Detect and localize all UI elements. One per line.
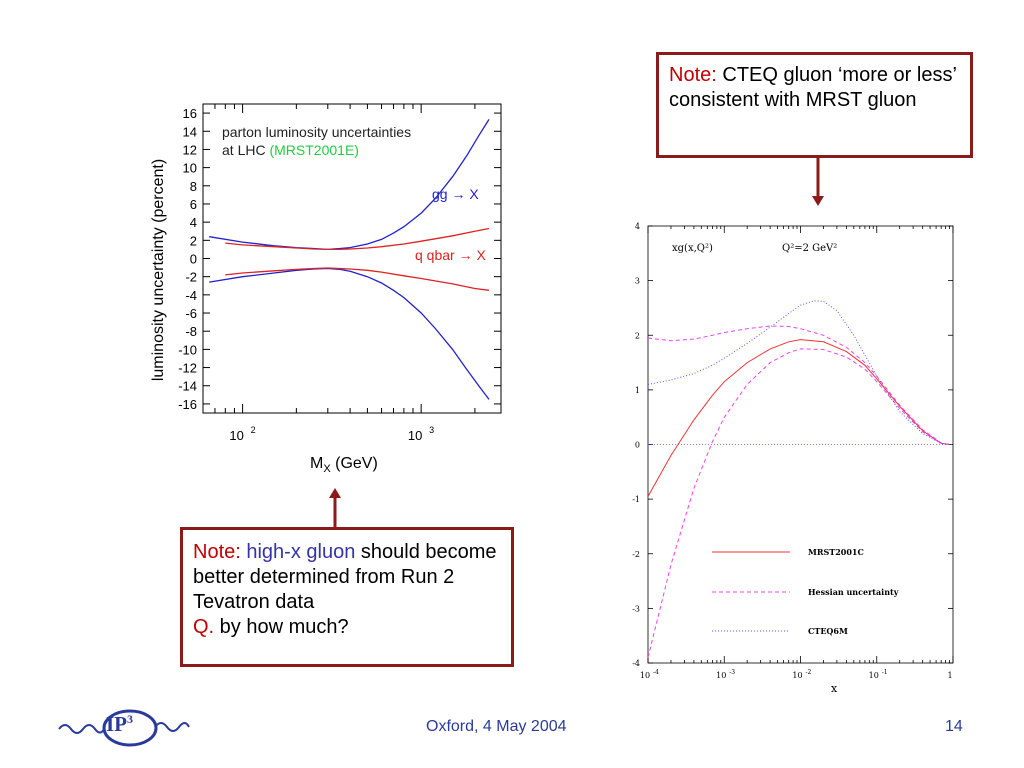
chart1-xlabel: MX (GeV) xyxy=(310,455,378,475)
chart2-ytick-label: -4 xyxy=(632,659,640,668)
footer-center-text: Oxford, 4 May 2004 xyxy=(426,718,567,735)
chart2-series-1 xyxy=(647,325,950,445)
logo-wave-left xyxy=(58,724,106,734)
chart1-ytick-label: -2 xyxy=(185,270,197,285)
chart1-ytick-label: 8 xyxy=(190,179,197,194)
note-top-text: CTEQ gluon ‘more or less’ consistent wit… xyxy=(669,64,957,111)
chart2-xtick-label: 10 xyxy=(640,671,650,680)
note-bottom-prefix: Note: xyxy=(193,541,241,563)
chart2-xtick-label: 10 xyxy=(716,671,726,680)
page-number: 14 xyxy=(945,718,963,735)
chart2-legend-label: MRST2001C xyxy=(808,547,864,557)
chart1-ytick-label: 0 xyxy=(190,252,197,267)
chart2-ytick-label: 3 xyxy=(635,277,640,286)
chart2-series-2 xyxy=(647,348,950,658)
chart1-ytick-label: -10 xyxy=(178,342,197,357)
note-top-prefix: Note: xyxy=(669,64,717,86)
chart1-ytick-label: -4 xyxy=(185,288,197,303)
chart2-xtick-exp: -3 xyxy=(729,669,735,676)
note-bottom-q-prefix: Q. xyxy=(193,616,215,638)
chart2-legend-label: Hessian uncertainty xyxy=(808,587,899,597)
qqbar-series-label: q qbar → X xyxy=(415,247,486,263)
chart2-series-0 xyxy=(647,339,950,497)
chart2-series-3 xyxy=(647,300,950,445)
chart1-xtick-exp: 2 xyxy=(251,425,256,435)
chart1-series-0-lower xyxy=(209,267,490,400)
logo-oval xyxy=(102,709,158,747)
chart1-ytick-label: 14 xyxy=(183,124,197,139)
chart1-xtick-exp: 3 xyxy=(429,425,434,435)
chart1-ytick-label: 2 xyxy=(190,233,197,248)
logo-wave-right xyxy=(154,722,190,732)
chart2-xtick-label: 10 xyxy=(792,671,802,680)
ip3-logo-text: IP3 xyxy=(106,712,133,737)
chart2-xtick-label: 1 xyxy=(947,671,952,680)
chart1-xlabel-main: M xyxy=(310,455,324,472)
chart2-ytick-label: 4 xyxy=(635,222,640,231)
ip3-logo xyxy=(58,709,190,747)
chart1-title-highlight: (MRST2001E) xyxy=(269,142,359,158)
chart2-xtick-exp: -1 xyxy=(882,669,888,676)
chart1-xlabel-unit: (GeV) xyxy=(330,455,378,472)
logo-letters: IP xyxy=(106,712,127,736)
chart2-ytick-label: 2 xyxy=(635,331,640,340)
chart2-xlabel: x xyxy=(831,682,838,695)
note-bottom-highlight: high-x gluon xyxy=(240,541,356,563)
chart2-ytick-label: -2 xyxy=(632,550,640,559)
chart1-xtick-label: 10 xyxy=(229,428,243,443)
gg-series-label: gg → X xyxy=(432,186,479,202)
chart1-title-line1: parton luminosity uncertainties xyxy=(222,124,412,140)
chart1-ytick-label: -8 xyxy=(185,324,197,339)
chart1-ytick-label: 10 xyxy=(183,161,197,176)
chart2-xtick-exp: -4 xyxy=(653,669,659,676)
chart1-ytick-label: -12 xyxy=(178,361,197,376)
chart1-series-1-lower xyxy=(225,267,490,291)
chart2-title-right: Q²=2 GeV² xyxy=(782,243,838,254)
chart1-ytick-label: -6 xyxy=(185,306,197,321)
chart1-series-1-upper xyxy=(225,227,490,251)
chart1-xtick-label: 10 xyxy=(408,428,422,443)
chart1-title: parton luminosity uncertainties at LHC (… xyxy=(222,123,411,159)
chart2-ytick-label: 0 xyxy=(635,441,640,450)
chart1-ytick-label: 12 xyxy=(183,142,197,157)
note-bottom-q-text: by how much? xyxy=(214,616,349,638)
note-bottom-box: Note: high-x gluon should become better … xyxy=(180,527,514,667)
chart2-title-left: xg(x,Q²) xyxy=(672,243,713,254)
chart2-xtick-label: 10 xyxy=(869,671,879,680)
note-bottom-text: should become better determined from Run… xyxy=(193,541,497,613)
chart1-ytick-label: 6 xyxy=(190,197,197,212)
chart1-xlabel-sub: X xyxy=(323,463,331,476)
chart1-ytick-label: -14 xyxy=(178,379,197,394)
chart1-ytick-label: 4 xyxy=(190,215,197,230)
chart2-xtick-exp: -2 xyxy=(806,669,812,676)
chart1-ytick-label: -16 xyxy=(178,397,197,412)
chart2-ytick-label: 1 xyxy=(635,386,640,395)
chart2-legend-label: CTEQ6M xyxy=(808,626,848,636)
note-top-box: Note: CTEQ gluon ‘more or less’ consiste… xyxy=(656,52,973,158)
logo-sup: 3 xyxy=(127,712,133,726)
chart2-ytick-label: -1 xyxy=(632,495,640,504)
chart2-ytick-label: -3 xyxy=(632,604,640,613)
chart1-ytick-label: 16 xyxy=(183,106,197,121)
chart1-title-line2: at LHC xyxy=(222,142,266,158)
